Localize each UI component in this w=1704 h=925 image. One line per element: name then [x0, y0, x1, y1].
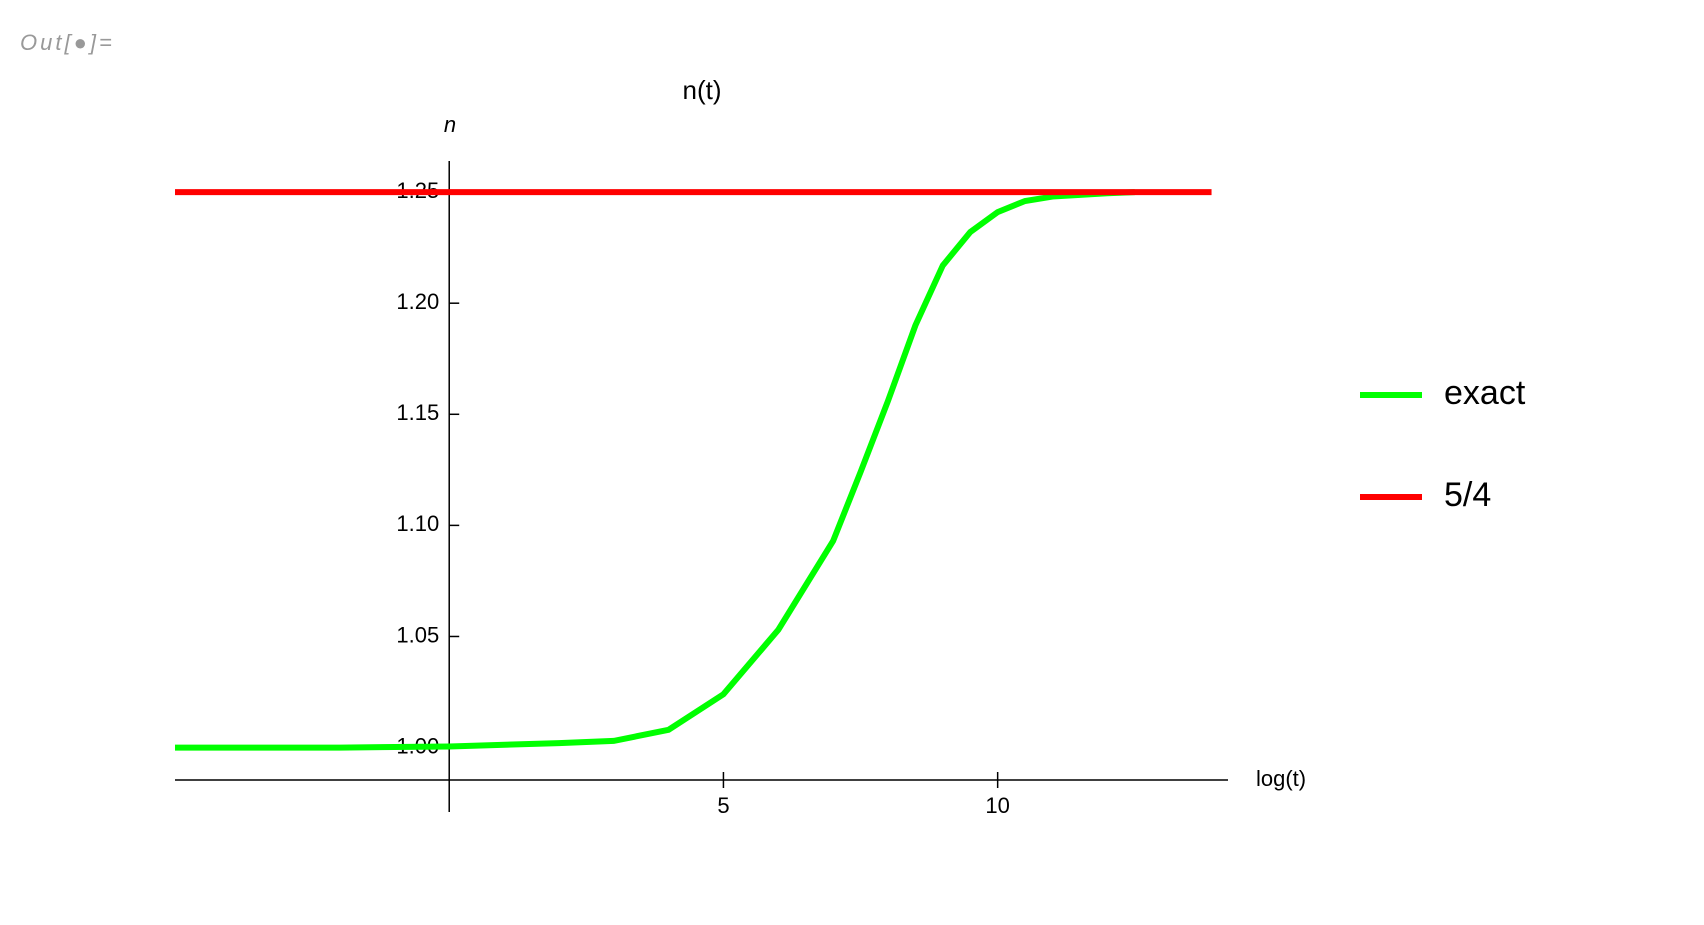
y-tick-label: 1.15 [396, 400, 439, 425]
output-prompt: Out[●]= [20, 30, 115, 55]
y-tick-label: 1.20 [396, 289, 439, 314]
data-line [175, 189, 1135, 751]
x-axis-label: log(t) [1256, 766, 1306, 791]
y-tick-label: 1.10 [396, 511, 439, 536]
y-tick-label: 1.05 [396, 622, 439, 647]
y-axis-label: n [444, 112, 456, 137]
chart-title: n(t) [683, 75, 722, 105]
x-tick-label: 10 [985, 793, 1009, 818]
legend-label: 5/4 [1444, 476, 1491, 514]
x-tick-label: 5 [717, 793, 729, 818]
legend-label: exact [1444, 374, 1526, 412]
